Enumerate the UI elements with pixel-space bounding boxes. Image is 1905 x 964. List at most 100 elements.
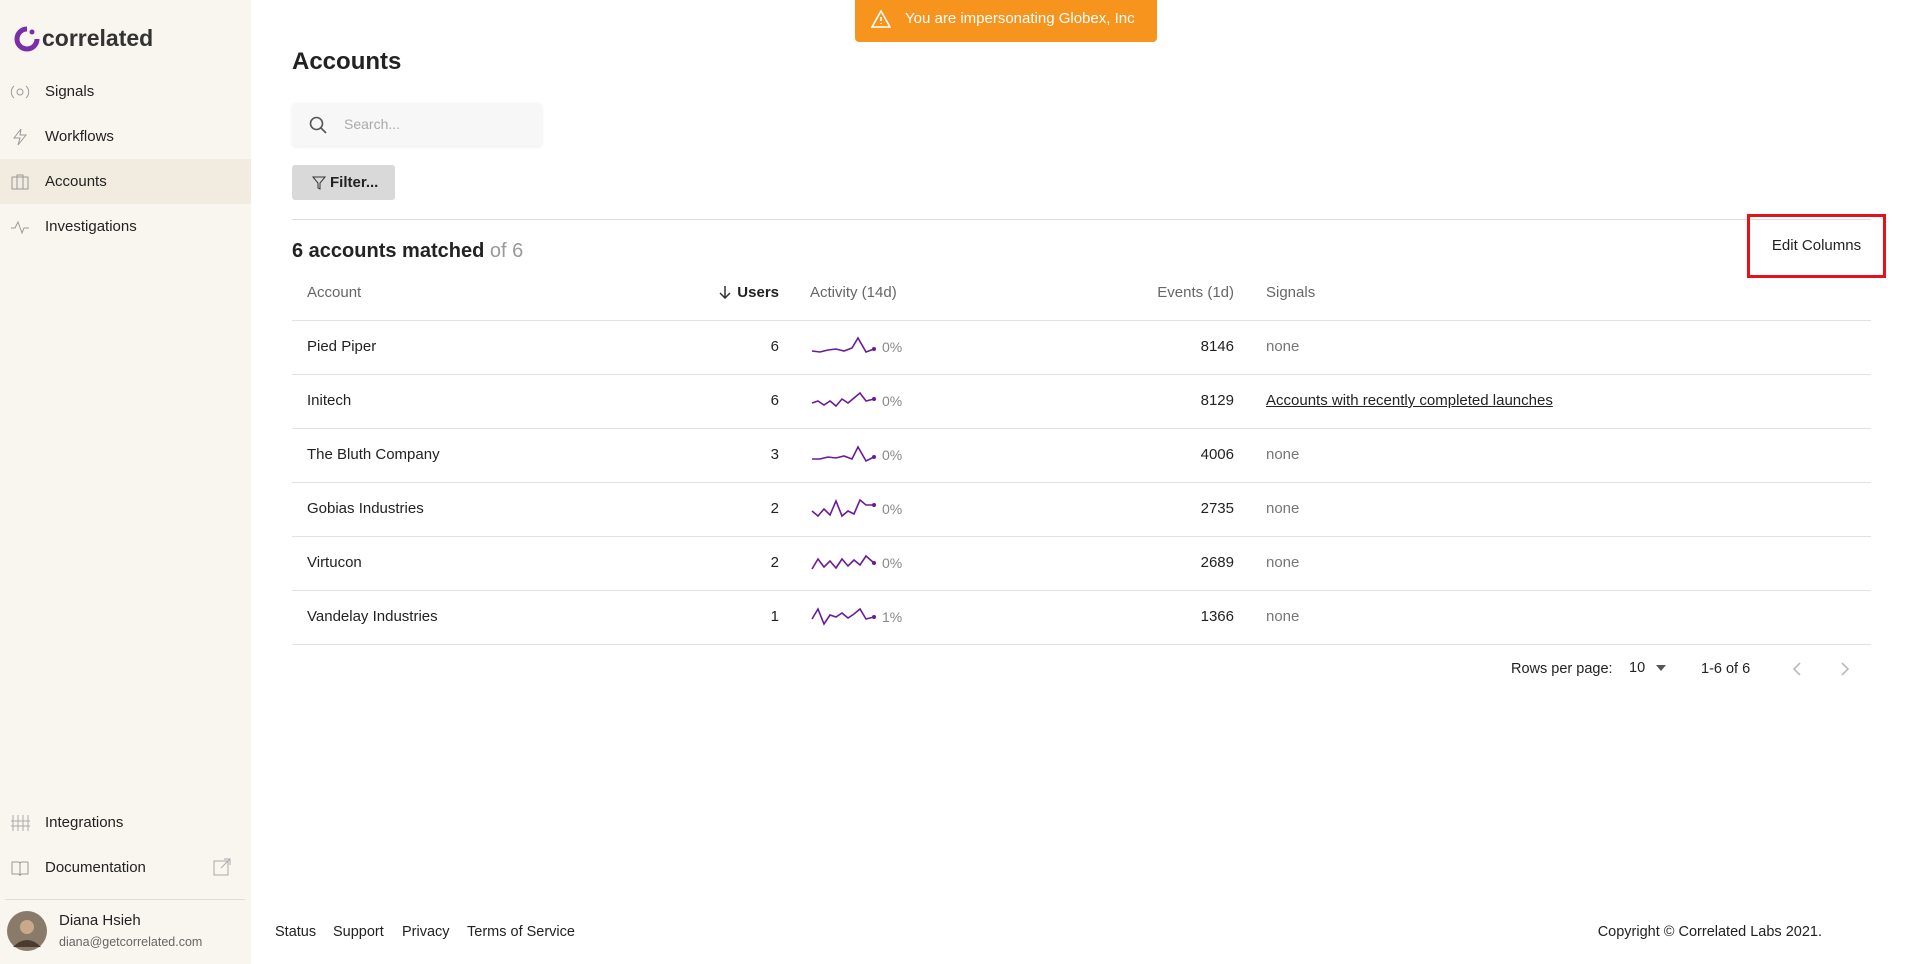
filter-icon [312, 176, 326, 190]
footer-link[interactable]: Support [333, 924, 384, 940]
user-name: Diana Hsieh [59, 912, 141, 929]
rows-per-page-select[interactable]: 10 [1629, 660, 1667, 676]
external-link-icon[interactable] [213, 858, 231, 876]
cell-account: The Bluth Company [307, 446, 440, 463]
impersonation-banner: You are impersonating Globex, Inc [855, 0, 1157, 42]
cell-events: 4006 [1200, 446, 1234, 463]
sparkline [811, 498, 876, 518]
cell-signals: none [1266, 608, 1300, 625]
footer-link[interactable]: Privacy [402, 924, 450, 940]
table-header: Account Users Activity (14d) Events (1d)… [292, 266, 1871, 321]
prev-page[interactable] [1790, 661, 1804, 677]
table-row[interactable]: Initech 6 0% 8129 Accounts with recently… [292, 374, 1871, 429]
banner-text: You are impersonating Globex, Inc [905, 10, 1135, 27]
column-header-text: Users [737, 284, 779, 301]
cell-users: 3 [770, 446, 779, 463]
table-row[interactable]: The Bluth Company 3 0% 4006 none [292, 428, 1871, 483]
column-header[interactable]: Activity (14d) [810, 284, 897, 301]
user-email: diana@getcorrelated.com [59, 935, 203, 949]
nav-label: Integrations [45, 814, 124, 831]
column-header[interactable]: Events (1d) [1157, 284, 1234, 301]
cell-activity: 0% [882, 393, 903, 409]
cell-signals: none [1266, 500, 1300, 517]
logo-icon [14, 26, 40, 52]
nav-label: Investigations [45, 218, 137, 235]
table-row[interactable]: Virtucon 2 0% 2689 none [292, 536, 1871, 591]
cell-account: Vandelay Industries [307, 608, 438, 625]
pagination-range: 1-6 of 6 [1701, 661, 1751, 677]
cell-activity: 0% [882, 339, 903, 355]
nav-item[interactable]: Investigations [0, 204, 251, 249]
nav-icon [11, 814, 30, 831]
cell-account: Gobias Industries [307, 500, 424, 517]
table-row[interactable]: Vandelay Industries 1 1% 1366 none [292, 590, 1871, 645]
cell-activity: 0% [882, 555, 903, 571]
footer-link[interactable]: Terms of Service [467, 924, 575, 940]
divider [5, 899, 245, 900]
matched-text: 6 accounts matched [292, 240, 485, 262]
cell-activity: 1% [882, 609, 903, 625]
column-header[interactable]: Signals [1266, 284, 1316, 301]
cell-users: 6 [770, 392, 779, 409]
nav-icon [11, 861, 29, 876]
nav-label: Signals [45, 83, 95, 100]
table-row[interactable]: Gobias Industries 2 0% 2735 none [292, 482, 1871, 537]
footer-link[interactable]: Status [275, 924, 317, 940]
warning-icon [871, 10, 891, 28]
dropdown-icon [1656, 665, 1667, 671]
cell-activity: 0% [882, 501, 903, 517]
cell-events: 8146 [1200, 338, 1234, 355]
column-header[interactable]: Account [307, 284, 362, 301]
nav-item[interactable]: Signals [0, 69, 251, 114]
filter-label: Filter... [330, 174, 379, 191]
sparkline [811, 336, 876, 353]
page-title: Accounts [292, 48, 402, 75]
sparkline [811, 391, 876, 408]
sparkline [811, 554, 876, 570]
cell-signals: none [1266, 554, 1300, 571]
search-placeholder: Search... [344, 116, 401, 132]
avatar[interactable] [7, 911, 47, 951]
next-page[interactable] [1838, 661, 1852, 677]
copyright: Copyright © Correlated Labs 2021. [1597, 924, 1822, 940]
cell-signals: none [1266, 446, 1300, 463]
cell-users: 2 [770, 554, 779, 571]
cell-users: 2 [770, 500, 779, 517]
nav-label: Documentation [45, 859, 146, 876]
search-icon [309, 116, 327, 134]
cell-account: Virtucon [307, 554, 362, 571]
nav-icon [10, 85, 30, 98]
nav-item[interactable]: Integrations [0, 800, 251, 845]
cell-activity: 0% [882, 447, 903, 463]
nav-item[interactable]: Documentation [0, 845, 251, 890]
cell-signals-link[interactable]: Accounts with recently completed launche… [1266, 392, 1553, 409]
matched-count: 6 accounts matched of 6 [292, 240, 523, 263]
column-header[interactable]: Users [718, 266, 779, 320]
cell-users: 1 [770, 608, 779, 625]
divider [292, 219, 1871, 220]
sparkline [811, 607, 876, 626]
nav-icon [12, 128, 28, 145]
cell-events: 8129 [1200, 392, 1234, 409]
cell-signals: none [1266, 338, 1300, 355]
search-box[interactable]: Search... [292, 103, 542, 146]
rows-per-page-value: 10 [1629, 660, 1646, 676]
cell-account: Initech [307, 392, 352, 409]
nav-label: Workflows [45, 128, 114, 145]
cell-events: 1366 [1200, 608, 1234, 625]
cell-events: 2689 [1200, 554, 1234, 571]
edit-columns-button[interactable]: Edit Columns [1747, 214, 1886, 278]
table-row[interactable]: Pied Piper 6 0% 8146 none [292, 320, 1871, 375]
sort-icon [719, 286, 731, 300]
matched-total: of 6 [489, 240, 524, 262]
nav-icon [11, 220, 29, 234]
cell-account: Pied Piper [307, 338, 377, 355]
rows-per-page-label: Rows per page: [1511, 661, 1613, 677]
cell-events: 2735 [1200, 500, 1234, 517]
nav-item[interactable]: Accounts [0, 159, 251, 204]
logo: correlated [42, 25, 154, 51]
nav-item[interactable]: Workflows [0, 114, 251, 159]
edit-columns-label: Edit Columns [1771, 237, 1862, 254]
filter-button[interactable]: Filter... [292, 165, 395, 200]
nav-icon [11, 174, 29, 189]
